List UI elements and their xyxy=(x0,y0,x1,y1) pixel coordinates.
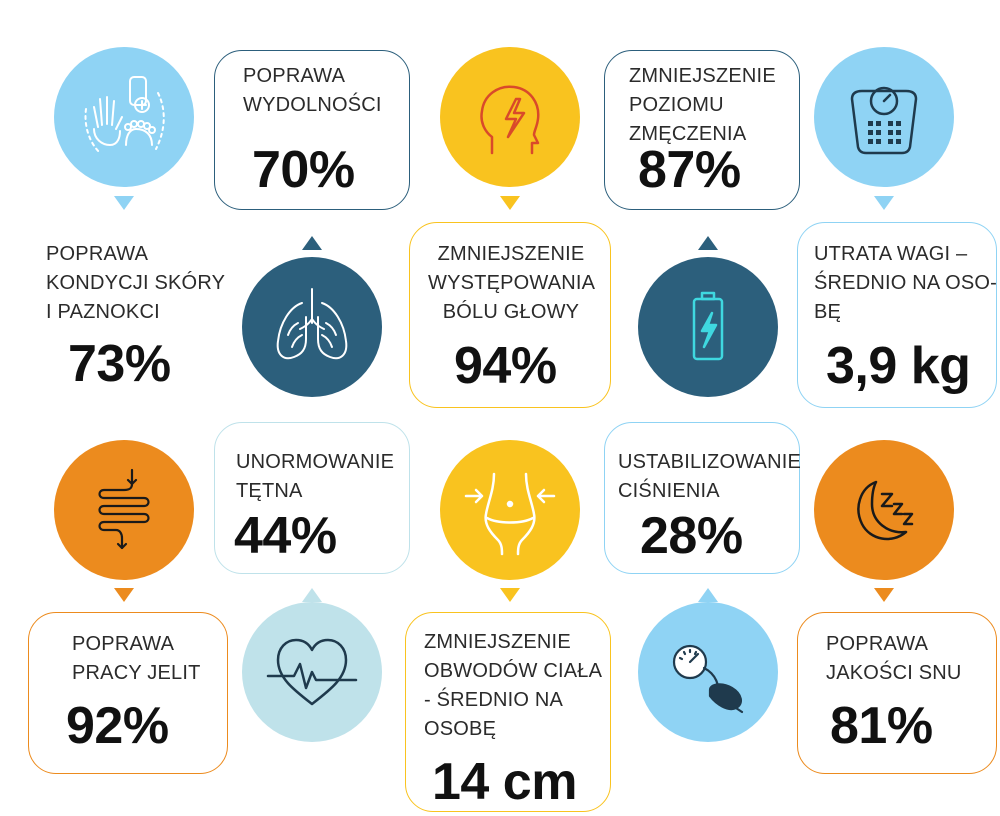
sleep-label: POPRAWA JAKOŚCI SNU xyxy=(826,633,962,684)
moon-sleep-icon xyxy=(857,480,914,541)
heart-pulse-icon xyxy=(266,638,358,706)
body-label: ZMNIEJSZENIE OBWODÓW CIAŁA - ŚREDNIO NA OSO… xyxy=(424,631,603,740)
headache-stat-box xyxy=(409,222,611,408)
skin-pointer xyxy=(114,196,134,210)
lungs-icon xyxy=(276,288,348,360)
bowel-icon-circle xyxy=(54,440,194,580)
pressure-pointer xyxy=(698,588,718,602)
weight-stat-box xyxy=(797,222,997,408)
heart-pointer xyxy=(302,588,322,602)
body-stat-box xyxy=(405,612,611,812)
sleep-value: 81% xyxy=(830,697,933,755)
pressure-value: 28% xyxy=(640,507,743,565)
pressure-icon-circle xyxy=(638,602,778,742)
bowel-stat-box xyxy=(28,612,228,774)
pressure-label: USTABILIZOWANIE CIŚNIENIA xyxy=(618,451,802,502)
fitness-value: 70% xyxy=(252,141,355,199)
fatigue-value: 87% xyxy=(638,141,741,199)
heart-label: UNORMOWANIE TĘTNA xyxy=(236,451,395,502)
skin-label: POPRAWA KONDYCJI SKÓRY I PAZNOKCI xyxy=(46,243,226,323)
scale-icon xyxy=(850,86,918,155)
fatigue-stat-box xyxy=(604,50,800,210)
skin-value: 73% xyxy=(68,335,171,393)
body-pointer xyxy=(500,588,520,602)
heart-icon-circle xyxy=(242,602,382,742)
fatigue-label: ZMNIEJSZENIE POZIOMU ZMĘCZENIA xyxy=(629,65,776,145)
bowel-value: 92% xyxy=(66,697,169,755)
fitness-icon-circle xyxy=(242,257,382,397)
fatigue-pointer xyxy=(698,236,718,250)
body-icon-circle xyxy=(440,440,580,580)
sleep-stat-box xyxy=(797,612,997,774)
fatigue-icon-circle xyxy=(638,257,778,397)
headache-pointer xyxy=(500,196,520,210)
fitness-pointer xyxy=(302,236,322,250)
body-value: 14 cm xyxy=(432,753,577,811)
heart-stat-box xyxy=(214,422,410,574)
headache-value: 94% xyxy=(454,337,557,395)
pressure-stat-box xyxy=(604,422,800,574)
sleep-icon-circle xyxy=(814,440,954,580)
skin-icon-circle xyxy=(54,47,194,187)
weight-pointer xyxy=(874,196,894,210)
waist-icon xyxy=(464,472,556,556)
weight-label: UTRATA WAGI – ŚREDNIO NA OSO- BĘ xyxy=(814,243,998,323)
heart-value: 44% xyxy=(234,507,337,565)
weight-icon-circle xyxy=(814,47,954,187)
bowel-label: POPRAWA PRACY JELIT xyxy=(72,633,201,684)
weight-value: 3,9 kg xyxy=(826,337,971,395)
head-lightning-icon xyxy=(480,85,540,155)
fitness-label: POPRAWA WYDOLNOŚCI xyxy=(243,65,382,116)
hand-foot-icon xyxy=(84,76,165,154)
battery-icon xyxy=(692,291,724,361)
sleep-pointer xyxy=(874,588,894,602)
headache-label: ZMNIEJSZENIE WYSTĘPOWANIA BÓLU GŁOWY xyxy=(428,243,596,323)
bowel-pointer xyxy=(114,588,134,602)
headache-icon-circle xyxy=(440,47,580,187)
blood-pressure-icon xyxy=(672,644,744,714)
intestines-icon xyxy=(98,468,150,550)
fitness-stat-box xyxy=(214,50,410,210)
